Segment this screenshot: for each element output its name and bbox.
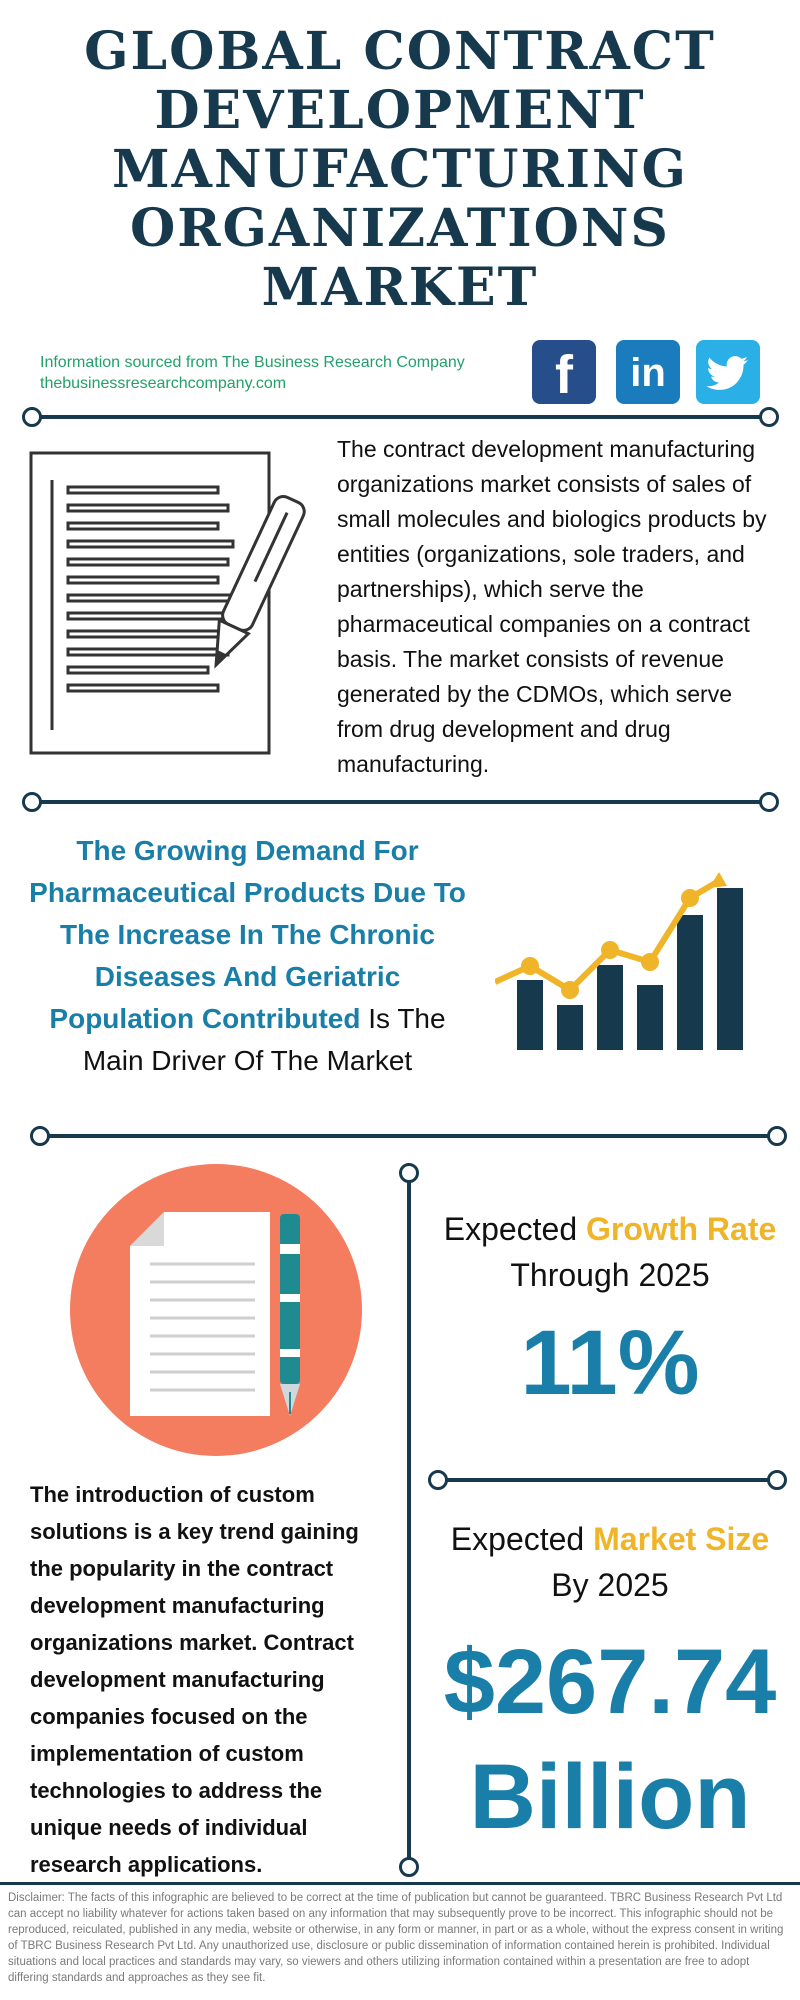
section-divider (32, 415, 768, 419)
document-pen-icon (70, 1164, 362, 1461)
document-pencil-icon (28, 450, 328, 765)
driver-highlight: The Growing Demand For Pharmaceutical Pr… (29, 835, 466, 1034)
divider-endpoint (22, 407, 42, 427)
twitter-icon[interactable] (696, 340, 760, 404)
growth-rate-value: 11% (520, 1312, 700, 1414)
growth-bar-chart-icon (493, 870, 755, 1060)
facebook-icon[interactable]: f (532, 340, 596, 405)
growth-rate-label: Expected Growth Rate (425, 1207, 795, 1252)
divider-endpoint (767, 1126, 787, 1146)
market-size-unit: Billion (469, 1746, 751, 1848)
market-description: The contract development manufacturing o… (337, 436, 767, 777)
vertical-divider (407, 1180, 411, 1865)
page-title: GLOBAL CONTRACT DEVELOPMENT MANUFACTURIN… (0, 22, 800, 317)
title-line: MANUFACTURING (112, 139, 688, 200)
market-size-label: Expected Market Size (425, 1517, 795, 1562)
source-info: Information sourced from The Business Re… (40, 352, 465, 394)
divider-endpoint (428, 1470, 448, 1490)
key-trend: The introduction of custom solutions is … (30, 1482, 359, 1877)
linkedin-icon[interactable]: in (616, 340, 680, 404)
footer-divider (0, 1882, 800, 1885)
growth-prefix: Expected (443, 1211, 587, 1247)
divider-endpoint (759, 792, 779, 812)
disclaimer: Disclaimer: The facts of this infographi… (8, 1892, 784, 1984)
divider-endpoint (399, 1857, 419, 1877)
source-url[interactable]: thebusinessresearchcompany.com (40, 375, 287, 392)
divider-endpoint (759, 407, 779, 427)
market-size-value: $267.74 (443, 1631, 777, 1733)
section-divider (32, 800, 768, 804)
title-line: MARKET (261, 257, 539, 318)
market-driver: The Growing Demand For Pharmaceutical Pr… (20, 830, 475, 1082)
growth-period: Through 2025 (510, 1257, 710, 1293)
divider-endpoint (767, 1470, 787, 1490)
divider-endpoint (30, 1126, 50, 1146)
section-divider (438, 1478, 778, 1482)
divider-endpoint (22, 792, 42, 812)
growth-accent: Growth Rate (586, 1211, 777, 1247)
market-size-prefix: Expected (450, 1521, 594, 1557)
divider-endpoint (399, 1163, 419, 1183)
market-size-period: By 2025 (551, 1567, 669, 1603)
title-line: DEVELOPMENT (154, 80, 646, 141)
market-size-accent: Market Size (593, 1521, 770, 1557)
source-text: Information sourced from The Business Re… (40, 354, 465, 371)
driver-rest: Is The Main Driver Of The Market (82, 1003, 446, 1076)
title-line: ORGANIZATIONS (130, 198, 670, 259)
section-divider (40, 1134, 777, 1138)
title-line: GLOBAL CONTRACT (84, 21, 716, 82)
